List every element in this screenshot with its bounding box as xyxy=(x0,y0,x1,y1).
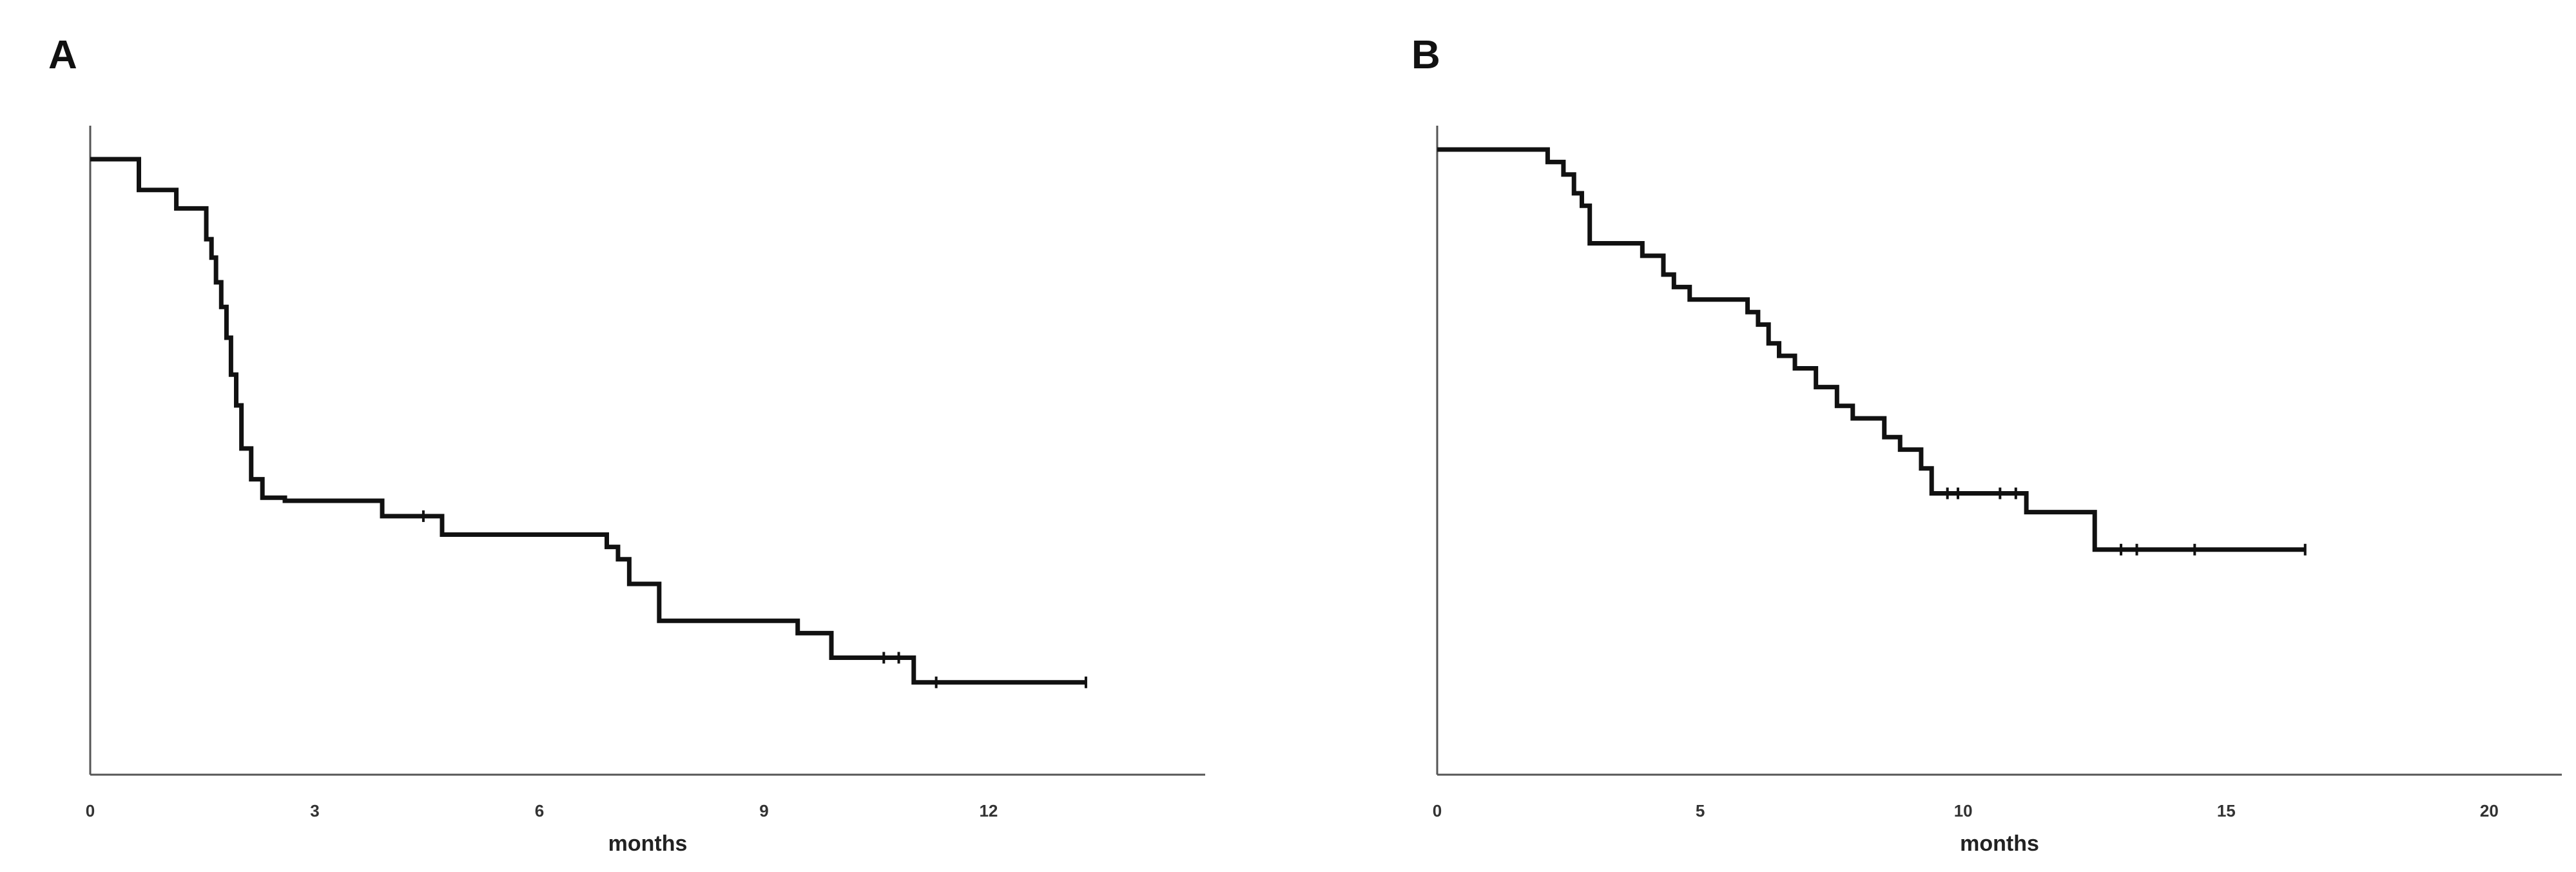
x-tick-label: 9 xyxy=(759,801,768,820)
panel-a: A 0 3 6 9 12 months xyxy=(0,0,1244,872)
panel-label-b: B xyxy=(1411,33,1440,77)
x-tick-label: 3 xyxy=(310,801,319,820)
x-tick-label: 6 xyxy=(535,801,544,820)
survival-curve xyxy=(90,157,1086,685)
x-tick-label: 15 xyxy=(2217,801,2236,820)
x-tick-label: 0 xyxy=(86,801,95,820)
x-tick-label: 10 xyxy=(1954,801,1973,820)
km-plot-a: 0 3 6 9 12 months xyxy=(86,126,1205,856)
x-tick-label: 20 xyxy=(2480,801,2499,820)
panel-label-a: A xyxy=(48,33,77,77)
km-plot-b: 0 5 10 15 20 months xyxy=(1433,126,2562,856)
x-tick-label: 5 xyxy=(1696,801,1705,820)
x-tick-label: 12 xyxy=(979,801,998,820)
x-axis-label: months xyxy=(608,831,688,856)
x-tick-label: 0 xyxy=(1433,801,1442,820)
x-axis-label: months xyxy=(1960,831,2039,856)
panel-b: B 0 5 10 15 20 months xyxy=(1347,0,2576,872)
survival-curve xyxy=(1437,147,2305,552)
